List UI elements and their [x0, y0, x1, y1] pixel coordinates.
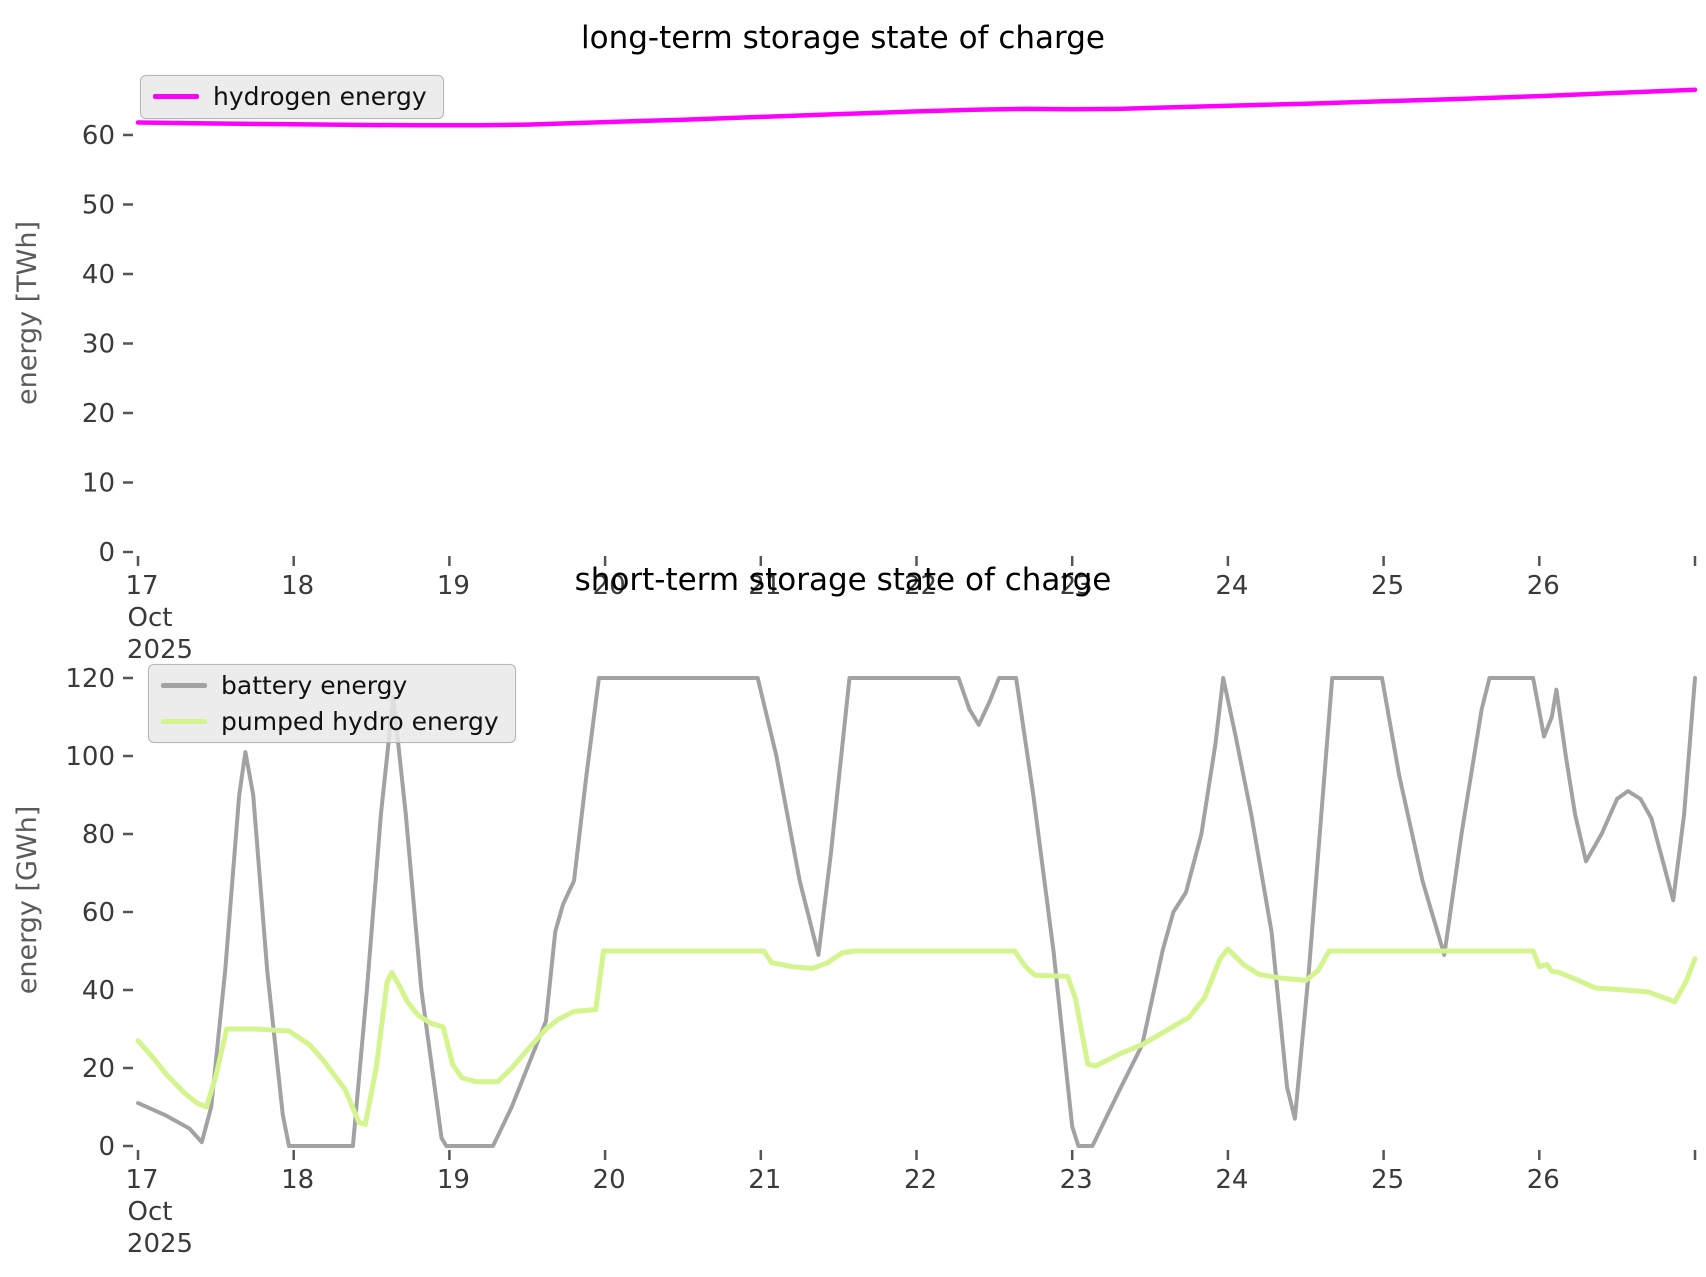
x-tick-label: 20	[593, 571, 626, 601]
x-tick-label: 23	[1060, 571, 1093, 601]
x-tick-label: 18	[281, 1165, 314, 1195]
x-tick-sublabel: 2025	[127, 635, 193, 665]
battery-energy-line-swatch	[161, 683, 207, 689]
pumped-hydro-energy-legend-label: pumped hydro energy	[221, 706, 499, 736]
y-tick-label: 20	[82, 399, 115, 429]
x-tick-sublabel: Oct	[128, 1197, 173, 1227]
short-term-legend: battery energy pumped hydro energy	[148, 664, 516, 743]
x-tick-label: 25	[1371, 571, 1404, 601]
x-tick-label: 25	[1371, 1165, 1404, 1195]
y-tick-label: 50	[82, 190, 115, 220]
x-tick-sublabel: Oct	[128, 603, 173, 633]
x-tick-label: 17	[125, 1165, 158, 1195]
short-term-y-axis-label: energy [GWh]	[12, 806, 43, 994]
x-tick-label: 21	[748, 571, 781, 601]
short-term-chart-title: short-term storage state of charge	[575, 562, 1112, 598]
short-term-chart-plot: short-term storage state of charge energ…	[12, 562, 1698, 1259]
x-tick-label: 19	[437, 571, 470, 601]
y-tick-label: 100	[65, 742, 115, 772]
legend-item-hydrogen-energy: hydrogen energy	[153, 83, 427, 111]
x-tick-label: 20	[593, 1165, 626, 1195]
battery-energy-legend-label: battery energy	[221, 671, 408, 700]
y-tick-label: 40	[82, 976, 115, 1006]
x-tick-sublabel: 2025	[127, 1229, 193, 1259]
x-tick-label: 26	[1527, 571, 1560, 601]
x-tick-label: 22	[904, 1165, 937, 1195]
y-tick-label: 10	[82, 468, 115, 498]
x-tick-label: 17	[125, 571, 158, 601]
long-term-legend: hydrogen energy	[140, 75, 444, 119]
y-tick-label: 60	[82, 121, 115, 151]
y-tick-label: 0	[98, 538, 115, 568]
y-tick-label: 60	[82, 898, 115, 928]
pumped-hydro-energy-line	[135, 946, 1698, 1127]
y-tick-label: 80	[82, 820, 115, 850]
x-tick-label: 23	[1060, 1165, 1093, 1195]
y-tick-label: 20	[82, 1054, 115, 1084]
hydrogen-energy-legend-label: hydrogen energy	[213, 82, 427, 111]
x-tick-label: 24	[1215, 1165, 1248, 1195]
x-tick-label: 24	[1215, 571, 1248, 601]
pumped-hydro-energy-line-swatch	[161, 718, 207, 724]
x-tick-label: 21	[748, 1165, 781, 1195]
y-tick-label: 0	[98, 1132, 115, 1162]
legend-item-pumped-hydro-energy: pumped hydro energy	[161, 706, 499, 736]
x-tick-label: 26	[1527, 1165, 1560, 1195]
y-tick-label: 30	[82, 329, 115, 359]
long-term-y-axis-label: energy [TWh]	[12, 221, 43, 405]
long-term-chart-title: long-term storage state of charge	[581, 20, 1105, 56]
y-tick-label: 40	[82, 260, 115, 290]
battery-energy-line	[136, 676, 1697, 1148]
hydrogen-energy-line-swatch	[153, 94, 199, 100]
y-tick-label: 120	[65, 664, 115, 694]
x-tick-label: 22	[904, 571, 937, 601]
legend-item-battery-energy: battery energy	[161, 672, 499, 700]
x-tick-label: 18	[281, 571, 314, 601]
x-tick-label: 19	[437, 1165, 470, 1195]
